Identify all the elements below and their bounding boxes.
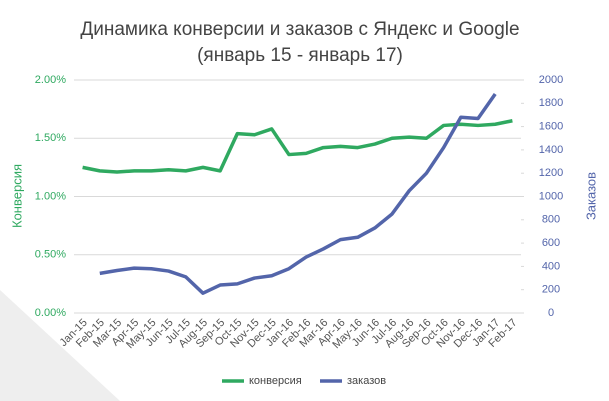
y-tick-label: 0.50% xyxy=(35,249,66,261)
y2-tick-label: 1400 xyxy=(539,144,563,156)
y2-axis-label: Заказов xyxy=(583,172,598,220)
y2-tick-label: 1800 xyxy=(539,97,563,109)
y2-tick-label: 0 xyxy=(548,307,554,319)
y-tick-label: 2.00% xyxy=(35,74,66,86)
y2-tick-label: 1600 xyxy=(539,121,563,133)
series-line xyxy=(82,119,513,174)
legend-label: заказов xyxy=(347,375,386,387)
y2-tick-label: 400 xyxy=(542,260,560,272)
chart-subtitle: (январь 15 - январь 17) xyxy=(197,45,403,66)
decoration xyxy=(0,290,120,401)
y2-tick-label: 800 xyxy=(542,214,560,226)
series-line xyxy=(99,92,497,295)
y-tick-label: 0.00% xyxy=(35,307,66,319)
chart-title: Динамика конверсии и заказов с Яндекс и … xyxy=(80,19,519,40)
legend-label: конверсия xyxy=(249,375,302,387)
y-tick-label: 1.50% xyxy=(35,132,66,144)
y2-tick-label: 2000 xyxy=(539,74,563,86)
y2-tick-label: 1000 xyxy=(539,190,563,202)
y-axis-label: Конверсия xyxy=(9,164,24,228)
y2-tick-label: 1200 xyxy=(539,167,563,179)
y-tick-label: 1.00% xyxy=(35,190,66,202)
y2-tick-label: 600 xyxy=(542,237,560,249)
y2-tick-label: 200 xyxy=(542,284,560,296)
